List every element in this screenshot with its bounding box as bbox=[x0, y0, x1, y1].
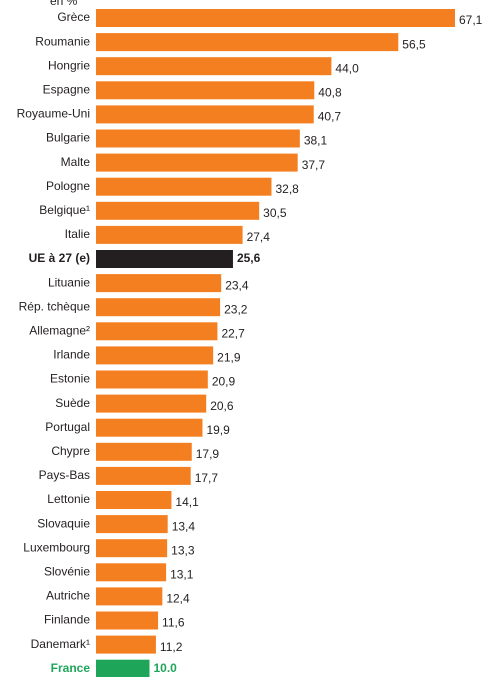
value-label: 23,2 bbox=[224, 302, 248, 316]
category-label: Rép. tchèque bbox=[19, 299, 91, 313]
value-label: 20,9 bbox=[212, 375, 236, 389]
value-label: 11,6 bbox=[162, 616, 185, 630]
value-label: 32,8 bbox=[275, 182, 299, 196]
bar bbox=[96, 587, 163, 606]
bar bbox=[96, 225, 243, 244]
value-label: 67,1 bbox=[459, 13, 483, 27]
value-label: 19,9 bbox=[206, 423, 230, 437]
bar bbox=[96, 539, 168, 558]
value-label: 13,4 bbox=[172, 519, 196, 533]
bar bbox=[96, 129, 300, 148]
bar bbox=[96, 33, 399, 52]
category-label: Lettonie bbox=[47, 492, 90, 506]
value-label: 44,0 bbox=[335, 61, 359, 75]
value-label: 25,6 bbox=[237, 251, 261, 265]
category-label: Portugal bbox=[45, 420, 90, 434]
bar bbox=[96, 515, 168, 534]
bar bbox=[96, 153, 298, 172]
category-label: Irlande bbox=[53, 348, 90, 362]
bar bbox=[96, 105, 314, 124]
value-label: 14,1 bbox=[175, 495, 199, 509]
bar bbox=[96, 298, 221, 317]
value-label: 17,7 bbox=[195, 471, 219, 485]
category-label: Luxembourg bbox=[23, 540, 90, 554]
value-label: 38,1 bbox=[304, 134, 328, 148]
value-label: 20,6 bbox=[210, 399, 234, 413]
category-label: Hongrie bbox=[48, 58, 90, 72]
value-label: 30,5 bbox=[263, 206, 287, 220]
category-label: Grèce bbox=[57, 10, 90, 24]
bar bbox=[96, 81, 315, 100]
category-label: Slovénie bbox=[44, 564, 90, 578]
value-label: 40,8 bbox=[318, 85, 342, 99]
category-label: Bulgarie bbox=[46, 131, 90, 145]
bar bbox=[96, 442, 192, 461]
bar bbox=[96, 611, 159, 630]
bar bbox=[96, 563, 167, 582]
value-label: 27,4 bbox=[247, 230, 271, 244]
value-label: 13,1 bbox=[170, 567, 194, 581]
category-label: Roumanie bbox=[35, 34, 90, 48]
value-label: 12,4 bbox=[166, 592, 190, 606]
bar bbox=[96, 659, 150, 677]
category-label: Pays-Bas bbox=[39, 468, 90, 482]
value-label: 17,9 bbox=[196, 447, 220, 461]
bar bbox=[96, 418, 203, 437]
category-label: Belgique¹ bbox=[39, 203, 90, 217]
category-label: Slovaquie bbox=[37, 516, 90, 530]
category-label: Lituanie bbox=[48, 275, 90, 289]
value-label: 10.0 bbox=[154, 661, 178, 675]
category-label: Malte bbox=[61, 155, 91, 169]
category-label: Autriche bbox=[46, 589, 90, 603]
bar bbox=[96, 57, 332, 76]
category-label: Espagne bbox=[43, 82, 91, 96]
value-label: 37,7 bbox=[302, 158, 326, 172]
value-label: 40,7 bbox=[318, 110, 342, 124]
value-label: 22,7 bbox=[221, 326, 245, 340]
category-label: UE à 27 (e) bbox=[29, 251, 90, 265]
bar bbox=[96, 370, 208, 389]
bar bbox=[96, 394, 207, 413]
value-label: 56,5 bbox=[402, 37, 426, 51]
bar bbox=[96, 491, 172, 509]
unit-label: en % bbox=[50, 0, 78, 8]
category-label: Chypre bbox=[51, 444, 90, 458]
bar bbox=[96, 346, 214, 365]
category-label: France bbox=[51, 661, 91, 675]
value-label: 23,4 bbox=[225, 278, 249, 292]
category-label: Estonie bbox=[50, 372, 90, 386]
bar bbox=[96, 201, 260, 220]
bar bbox=[96, 274, 222, 293]
bar bbox=[96, 322, 218, 341]
category-label: Finlande bbox=[44, 613, 90, 627]
bar bbox=[96, 250, 233, 268]
value-label: 21,9 bbox=[217, 351, 241, 365]
category-label: Italie bbox=[65, 227, 91, 241]
bar bbox=[96, 177, 272, 196]
bar bbox=[96, 635, 156, 654]
value-label: 13,3 bbox=[171, 543, 195, 557]
category-label: Royaume-Uni bbox=[17, 107, 90, 121]
bar bbox=[96, 9, 455, 27]
bar bbox=[96, 466, 191, 485]
category-label: Danemark¹ bbox=[31, 637, 90, 651]
category-label: Allemagne² bbox=[29, 323, 90, 337]
category-label: Suède bbox=[55, 396, 90, 410]
value-label: 11,2 bbox=[160, 640, 183, 654]
category-label: Pologne bbox=[46, 179, 90, 193]
